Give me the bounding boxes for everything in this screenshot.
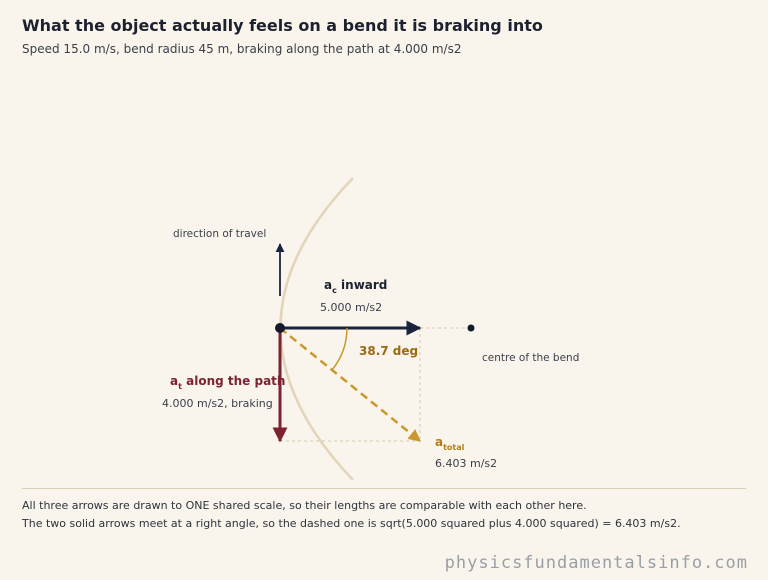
footer-divider [22,488,746,489]
centre-dot [467,324,475,332]
object-dot [275,323,285,333]
travel-label: direction of travel [173,228,266,240]
footer-note-scale: All three arrows are drawn to ONE shared… [22,499,587,512]
footer-note-pythagoras: The two solid arrows meet at a right ang… [22,517,681,530]
tangential-label: at along the path [170,374,285,391]
site-watermark: physicsfundamentalsinfo.com [444,553,748,573]
angle-arc [331,327,348,371]
tangential-value: 4.000 m/s2, braking [162,397,273,410]
page-title: What the object actually feels on a bend… [22,16,543,35]
centripetal-value: 5.000 m/s2 [320,301,382,314]
total-value: 6.403 m/s2 [435,457,497,470]
page-subtitle: Speed 15.0 m/s, bend radius 45 m, brakin… [22,42,462,56]
total-acceleration-arrow [279,327,421,442]
angle-label: 38.7 deg [359,344,418,358]
centre-label: centre of the bend [482,352,579,364]
total-label: atotal [435,435,465,452]
centripetal-label: ac inward [324,278,387,295]
